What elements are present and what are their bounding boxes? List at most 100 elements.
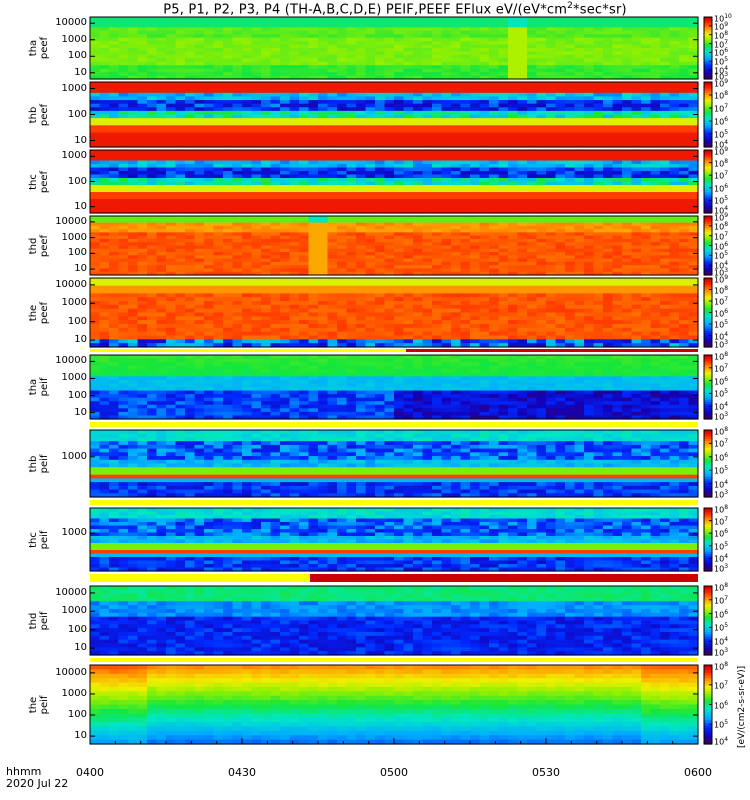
- heatmap-cell: [441, 265, 452, 270]
- heatmap-cell: [280, 61, 291, 66]
- heatmap-cell: [308, 206, 319, 211]
- heatmap-cell: [223, 178, 234, 183]
- heatmap-cell: [546, 89, 557, 94]
- heatmap-cell: [175, 255, 186, 260]
- heatmap-cell: [688, 96, 699, 101]
- heatmap-cell: [384, 54, 395, 59]
- heatmap-cell: [498, 252, 509, 256]
- heatmap-cell: [451, 121, 462, 126]
- heatmap-cell: [251, 118, 262, 123]
- heatmap-cell: [660, 75, 671, 80]
- heatmap-cell: [375, 219, 386, 224]
- heatmap-cell: [109, 100, 120, 105]
- heatmap-cell: [508, 222, 519, 227]
- heatmap-cell: [479, 72, 490, 77]
- heatmap-cell: [223, 139, 234, 144]
- heatmap-cell: [631, 164, 642, 169]
- heatmap-cell: [593, 30, 604, 35]
- heatmap-cell: [280, 96, 291, 101]
- heatmap-cell: [650, 114, 661, 119]
- heatmap-cell: [166, 82, 177, 87]
- heatmap-cell: [261, 238, 272, 243]
- heatmap-cell: [688, 75, 699, 80]
- heatmap-cell: [384, 229, 395, 233]
- heatmap-cell: [213, 219, 224, 224]
- heatmap-cell: [432, 192, 443, 197]
- heatmap-cell: [137, 27, 148, 32]
- heatmap-cell: [251, 27, 262, 32]
- heatmap-cell: [156, 235, 167, 240]
- heatmap-cell: [451, 58, 462, 63]
- heatmap-cell: [517, 100, 528, 105]
- heatmap-cell: [413, 232, 424, 237]
- heatmap-cell: [318, 114, 329, 119]
- heatmap-cell: [156, 143, 167, 148]
- heatmap-cell: [527, 160, 538, 165]
- heatmap-cell: [251, 30, 262, 35]
- heatmap-cell: [489, 41, 500, 46]
- heatmap-cell: [603, 114, 614, 119]
- heatmap-cell: [660, 136, 671, 141]
- heatmap-cell: [223, 164, 234, 169]
- heatmap-cell: [90, 114, 101, 119]
- heatmap-cell: [650, 136, 661, 141]
- heatmap-cell: [166, 297, 177, 302]
- heatmap-cell: [489, 114, 500, 119]
- heatmap-cell: [527, 125, 538, 130]
- heatmap-cell: [489, 222, 500, 227]
- heatmap-cell: [631, 58, 642, 63]
- heatmap-cell: [280, 20, 291, 25]
- heatmap-cell: [308, 139, 319, 144]
- heatmap-cell: [365, 238, 376, 243]
- heatmap-cell: [432, 185, 443, 190]
- heatmap-cell: [137, 157, 148, 162]
- heatmap-cell: [660, 222, 671, 227]
- heatmap-cell: [251, 54, 262, 59]
- heatmap-cell: [470, 132, 481, 137]
- heatmap-cell: [498, 238, 509, 243]
- heatmap-cell: [299, 92, 310, 98]
- heatmap-cell: [318, 171, 329, 176]
- heatmap-cell: [631, 89, 642, 94]
- heatmap-cell: [270, 171, 281, 176]
- heatmap-cell: [327, 139, 338, 144]
- heatmap-cell: [99, 245, 110, 250]
- heatmap-cell: [166, 41, 177, 46]
- colorbar-segment: [704, 257, 712, 260]
- colorbar-segment: [704, 168, 712, 172]
- heatmap-cell: [299, 118, 310, 123]
- heatmap-cell: [384, 125, 395, 130]
- heatmap-cell: [242, 248, 253, 253]
- heatmap-cell: [318, 238, 329, 243]
- heatmap-cell: [185, 17, 196, 22]
- heatmap-cell: [650, 181, 661, 186]
- heatmap-cell: [223, 219, 234, 224]
- heatmap-cell: [166, 327, 177, 333]
- heatmap-cell: [508, 118, 519, 123]
- heatmap-cell: [213, 48, 224, 53]
- heatmap-cell: [603, 202, 614, 207]
- heatmap-cell: [213, 92, 224, 98]
- heatmap-cell: [280, 258, 291, 263]
- heatmap-cell: [280, 58, 291, 63]
- heatmap-cell: [280, 235, 291, 240]
- heatmap-cell: [251, 202, 262, 207]
- heatmap-cell: [346, 58, 357, 63]
- heatmap-cell: [479, 65, 490, 70]
- heatmap-cell: [546, 48, 557, 53]
- heatmap-cell: [413, 96, 424, 101]
- heatmap-cell: [622, 225, 633, 230]
- heatmap-cell: [185, 125, 196, 130]
- heatmap-cell: [299, 219, 310, 224]
- heatmap-cell: [489, 121, 500, 126]
- heatmap-cell: [641, 58, 652, 63]
- heatmap-cell: [451, 209, 462, 214]
- heatmap-cell: [289, 258, 300, 263]
- heatmap-cell: [603, 238, 614, 243]
- heatmap-cell: [147, 238, 158, 243]
- heatmap-cell: [669, 82, 680, 87]
- heatmap-cell: [479, 235, 490, 240]
- heatmap-cell: [527, 51, 538, 56]
- heatmap-cell: [156, 85, 167, 90]
- heatmap-cell: [109, 235, 120, 240]
